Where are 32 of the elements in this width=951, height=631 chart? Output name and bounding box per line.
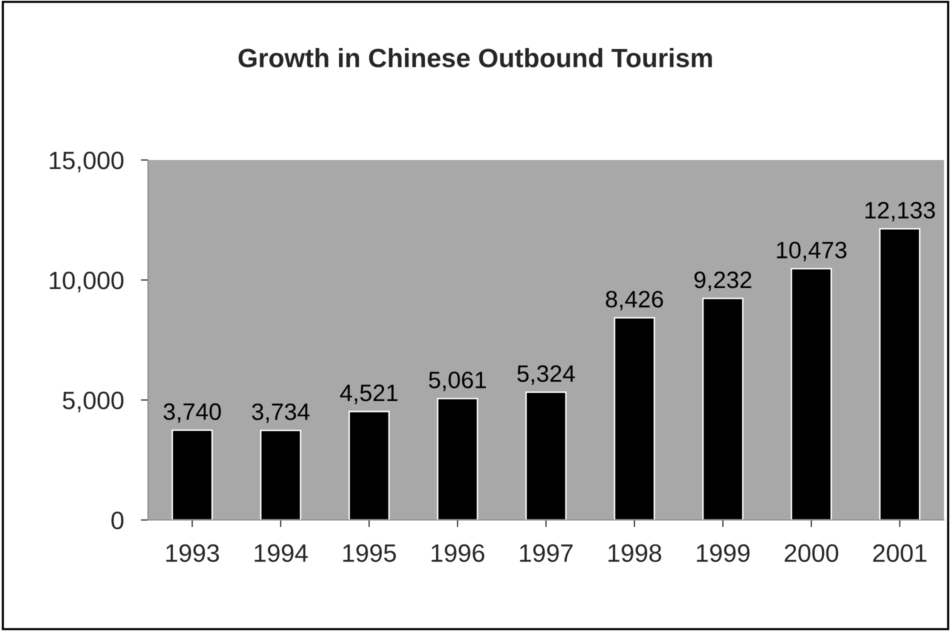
bar — [614, 317, 656, 520]
y-tick-label: 10,000 — [50, 272, 124, 292]
bar — [790, 268, 832, 520]
y-tick-label: 15,000 — [50, 152, 124, 172]
data-label: 9,232 — [694, 271, 752, 291]
x-tick-label: 1995 — [343, 544, 396, 562]
bar — [879, 228, 920, 520]
bar — [348, 410, 390, 520]
x-tick-label: 1999 — [696, 544, 750, 562]
data-label: 4,521 — [340, 384, 398, 404]
bar — [702, 298, 744, 520]
x-tick-label: 2001 — [873, 544, 926, 562]
data-label: 5,324 — [517, 365, 575, 385]
x-tick-label: 2000 — [784, 544, 838, 562]
bar — [172, 430, 213, 520]
x-tick-label: 1996 — [432, 544, 484, 562]
bar — [260, 430, 302, 520]
y-tick-label: 5,000 — [62, 392, 124, 412]
data-label: 5,061 — [428, 372, 486, 392]
data-label: 8,426 — [606, 290, 663, 310]
data-label: 10,473 — [777, 242, 846, 262]
data-label: 3,740 — [164, 403, 221, 423]
x-tick-label: 1997 — [520, 544, 573, 562]
data-label: 3,734 — [252, 403, 310, 423]
bar — [525, 392, 567, 520]
data-label: 12,133 — [865, 202, 935, 222]
bar — [436, 398, 478, 520]
x-tick-label: 1993 — [166, 544, 219, 562]
x-tick-label: 1994 — [254, 544, 308, 562]
chart-title: Growth in Chinese Outbound Tourism — [238, 48, 712, 68]
y-tick-label: 0 — [111, 512, 124, 530]
x-tick-label: 1998 — [608, 544, 662, 562]
